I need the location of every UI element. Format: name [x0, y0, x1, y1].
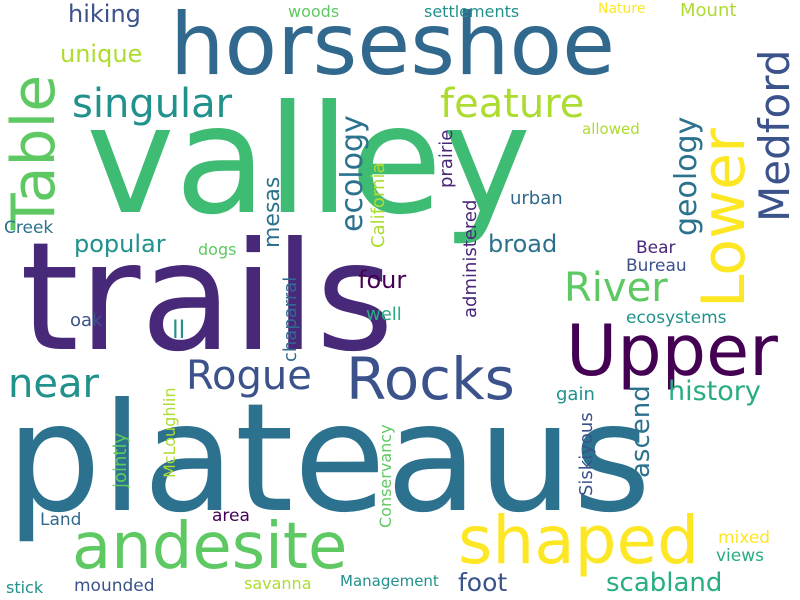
word-popular: popular: [74, 230, 166, 258]
word-four: four: [358, 266, 407, 294]
word-ll: ll: [172, 316, 186, 344]
word-ecology: ecology: [335, 115, 370, 232]
word-upper: Upper: [566, 310, 778, 392]
word-singular: singular: [72, 81, 233, 127]
word-mount: Mount: [680, 0, 737, 21]
word-views: views: [716, 546, 765, 566]
word-foot: foot: [458, 568, 508, 597]
word-rocks: Rocks: [346, 345, 515, 413]
word-siskiyous: Siskiyous: [576, 412, 597, 496]
word-mcloughlin: McLoughlin: [160, 387, 179, 479]
word-woods: woods: [288, 2, 340, 21]
word-near: near: [8, 361, 99, 407]
word-broad: broad: [488, 230, 558, 258]
word-hiking: hiking: [68, 0, 141, 28]
word-geology: geology: [669, 116, 704, 236]
word-ascend: ascend: [626, 385, 656, 478]
word-horseshoe: horseshoe: [170, 0, 616, 95]
word-management: Management: [340, 572, 439, 590]
word-feature: feature: [440, 81, 585, 127]
word-andesite: andesite: [72, 510, 348, 584]
word-savanna: savanna: [244, 574, 312, 593]
word-oak: oak: [70, 310, 103, 331]
word-ecosystems: ecosystems: [626, 308, 727, 328]
word-mounded: mounded: [74, 576, 155, 596]
word-mixed: mixed: [718, 528, 771, 548]
word-dogs: dogs: [198, 240, 237, 259]
word-valley: valley: [86, 74, 532, 248]
word-allowed: allowed: [582, 120, 640, 138]
word-bureau: Bureau: [626, 256, 687, 276]
word-settlements: settlements: [424, 2, 520, 21]
word-urban: urban: [510, 188, 563, 209]
word-mesas: mesas: [260, 176, 285, 248]
word-river: River: [564, 265, 668, 311]
word-nature: Nature: [598, 1, 646, 17]
word-plateaus: plateaus: [6, 372, 652, 546]
word-creek: Creek: [4, 218, 54, 238]
word-conservancy: Conservancy: [376, 424, 395, 528]
word-shaped: shaped: [458, 502, 700, 579]
word-gain: gain: [556, 384, 595, 405]
word-stick: stick: [6, 578, 44, 597]
word-well: well: [366, 304, 402, 325]
word-prairie: prairie: [436, 129, 457, 188]
word-california: California: [368, 162, 389, 248]
word-unique: unique: [60, 40, 143, 68]
word-scabland: scabland: [606, 568, 723, 598]
word-bear: Bear: [636, 238, 676, 258]
word-medford: Medford: [750, 49, 799, 222]
word-trails: trails: [20, 211, 394, 385]
word-administered: administered: [460, 199, 481, 318]
word-rogue: Rogue: [186, 353, 312, 399]
word-land: Land: [40, 510, 82, 530]
word-jointly: jointly: [110, 432, 131, 488]
word-area: area: [212, 506, 250, 526]
word-table: Table: [0, 74, 69, 230]
word-history: history: [668, 376, 761, 407]
word-chaparral: chaparral: [280, 276, 301, 362]
